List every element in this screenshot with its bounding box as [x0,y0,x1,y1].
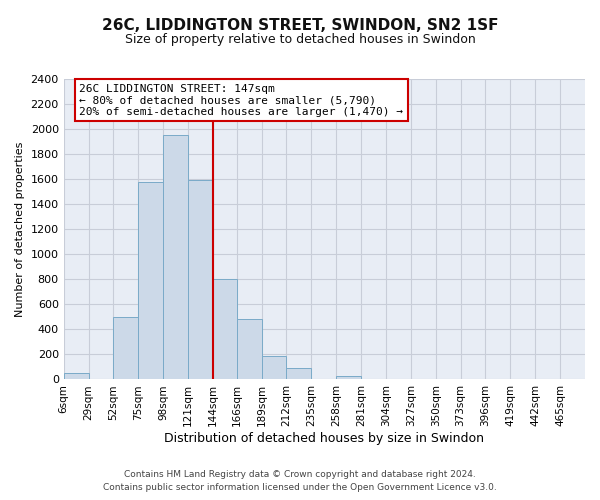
Bar [237,320,262,380]
Bar [188,180,213,380]
Bar [64,372,89,380]
Text: Contains HM Land Registry data © Crown copyright and database right 2024.: Contains HM Land Registry data © Crown c… [124,470,476,479]
Text: 26C, LIDDINGTON STREET, SWINDON, SN2 1SF: 26C, LIDDINGTON STREET, SWINDON, SN2 1SF [102,18,498,32]
Bar [262,356,286,380]
Bar [163,136,188,380]
Text: Contains public sector information licensed under the Open Government Licence v3: Contains public sector information licen… [103,483,497,492]
Y-axis label: Number of detached properties: Number of detached properties [15,142,25,317]
Bar [138,182,163,380]
Bar [336,376,361,380]
Bar [113,317,138,380]
X-axis label: Distribution of detached houses by size in Swindon: Distribution of detached houses by size … [164,432,484,445]
Bar [213,280,237,380]
Bar [286,368,311,380]
Text: 26C LIDDINGTON STREET: 147sqm
← 80% of detached houses are smaller (5,790)
20% o: 26C LIDDINGTON STREET: 147sqm ← 80% of d… [79,84,403,116]
Text: Size of property relative to detached houses in Swindon: Size of property relative to detached ho… [125,32,475,46]
